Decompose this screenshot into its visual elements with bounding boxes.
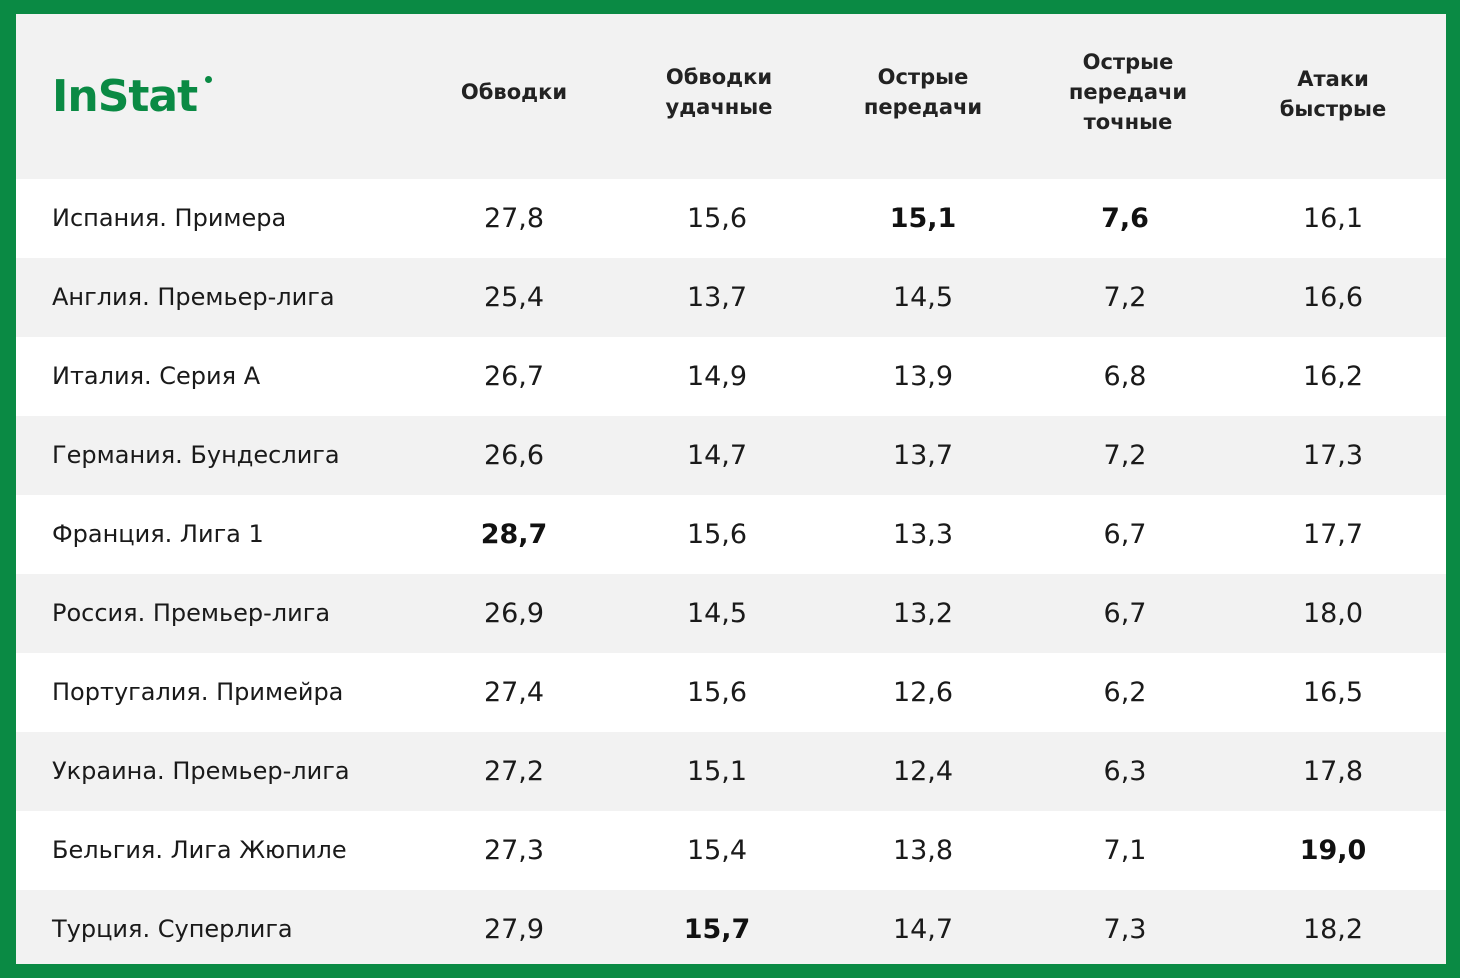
cell-successful-dribbles: 14,9 (686, 361, 748, 392)
cell-dribbles: 28,7 (480, 519, 548, 550)
table-row: Франция. Лига 1 28,7 15,6 13,3 6,7 17,7 (16, 495, 1446, 574)
cell-dribbles: 26,9 (483, 598, 545, 629)
cell-dribbles: 27,4 (483, 677, 545, 708)
cell-fast-attacks: 17,7 (1302, 519, 1364, 550)
instat-logo: InStat (52, 71, 198, 122)
league-name: Украина. Премьер-лига (52, 757, 350, 785)
column-header-successful-dribbles: Обводки удачные (665, 65, 773, 119)
cell-fast-attacks: 18,2 (1302, 914, 1364, 945)
cell-key-passes: 13,8 (892, 835, 954, 866)
cell-key-passes: 13,3 (892, 519, 954, 550)
cell-successful-dribbles: 15,4 (686, 835, 748, 866)
cell-fast-attacks: 19,0 (1299, 835, 1367, 866)
column-header-accurate-key-passes: Острые передачи точные (1068, 50, 1188, 134)
column-header-key-passes: Острые передачи (863, 65, 983, 119)
cell-accurate-key-passes: 6,8 (1103, 361, 1147, 392)
cell-successful-dribbles: 15,6 (686, 519, 748, 550)
logo-dot-icon (205, 76, 212, 83)
cell-successful-dribbles: 13,7 (686, 282, 748, 313)
cell-successful-dribbles: 15,1 (686, 756, 748, 787)
league-name: Бельгия. Лига Жюпиле (52, 836, 347, 864)
cell-key-passes: 14,5 (892, 282, 954, 313)
cell-dribbles: 25,4 (483, 282, 545, 313)
league-name: Италия. Серия А (52, 362, 261, 390)
table-row: Россия. Премьер-лига 26,9 14,5 13,2 6,7 18,0 (16, 574, 1446, 653)
table-row: Италия. Серия А 26,7 14,9 13,9 6,8 16,2 (16, 337, 1446, 416)
cell-accurate-key-passes: 6,7 (1103, 519, 1147, 550)
table-header: InStat Обводки Обводки удачные Острые пе… (16, 14, 1446, 179)
cell-dribbles: 27,2 (483, 756, 545, 787)
cell-fast-attacks: 16,1 (1302, 203, 1364, 234)
cell-accurate-key-passes: 6,3 (1103, 756, 1147, 787)
table-row: Англия. Премьер-лига 25,4 13,7 14,5 7,2 16,6 (16, 258, 1446, 337)
cell-accurate-key-passes: 7,2 (1103, 440, 1147, 471)
stats-table: InStat Обводки Обводки удачные Острые пе… (16, 14, 1446, 964)
table-row: Турция. Суперлига 27,9 15,7 14,7 7,3 18,2 (16, 890, 1446, 964)
cell-accurate-key-passes: 7,6 (1101, 203, 1149, 234)
cell-key-passes: 13,7 (892, 440, 954, 471)
cell-accurate-key-passes: 7,2 (1103, 282, 1147, 313)
cell-fast-attacks: 18,0 (1302, 598, 1364, 629)
league-name: Португалия. Примейра (52, 678, 344, 706)
league-name: Англия. Премьер-лига (52, 283, 335, 311)
cell-key-passes: 14,7 (892, 914, 954, 945)
cell-dribbles: 27,9 (483, 914, 545, 945)
cell-dribbles: 26,6 (483, 440, 545, 471)
column-header-fast-attacks: Атаки быстрые (1279, 67, 1387, 121)
cell-key-passes: 12,6 (892, 677, 954, 708)
table-row: Украина. Премьер-лига 27,2 15,1 12,4 6,3 17,8 (16, 732, 1446, 811)
cell-fast-attacks: 16,2 (1302, 361, 1364, 392)
cell-accurate-key-passes: 6,2 (1103, 677, 1147, 708)
cell-fast-attacks: 16,5 (1302, 677, 1364, 708)
cell-accurate-key-passes: 6,7 (1103, 598, 1147, 629)
league-name: Турция. Суперлига (52, 915, 293, 943)
cell-dribbles: 27,8 (483, 203, 545, 234)
cell-accurate-key-passes: 7,3 (1103, 914, 1147, 945)
table-row: Германия. Бундеслига 26,6 14,7 13,7 7,2 17,3 (16, 416, 1446, 495)
league-name: Россия. Премьер-лига (52, 599, 331, 627)
cell-successful-dribbles: 14,5 (686, 598, 748, 629)
cell-fast-attacks: 16,6 (1302, 282, 1364, 313)
table-row: Испания. Примера 27,8 15,6 15,1 7,6 16,1 (16, 179, 1446, 258)
cell-dribbles: 27,3 (483, 835, 545, 866)
cell-successful-dribbles: 15,6 (686, 203, 748, 234)
league-name: Франция. Лига 1 (52, 520, 264, 548)
cell-dribbles: 26,7 (483, 361, 545, 392)
cell-accurate-key-passes: 7,1 (1103, 835, 1147, 866)
column-header-dribbles: Обводки (460, 80, 568, 104)
cell-key-passes: 13,9 (892, 361, 954, 392)
cell-successful-dribbles: 15,7 (683, 914, 751, 945)
cell-fast-attacks: 17,8 (1302, 756, 1364, 787)
cell-fast-attacks: 17,3 (1302, 440, 1364, 471)
cell-key-passes: 12,4 (892, 756, 954, 787)
league-name: Испания. Примера (52, 204, 287, 232)
cell-key-passes: 15,1 (889, 203, 957, 234)
table-row: Португалия. Примейра 27,4 15,6 12,6 6,2 16,5 (16, 653, 1446, 732)
cell-key-passes: 13,2 (892, 598, 954, 629)
cell-successful-dribbles: 15,6 (686, 677, 748, 708)
cell-successful-dribbles: 14,7 (686, 440, 748, 471)
league-name: Германия. Бундеслига (52, 441, 340, 469)
table-row: Бельгия. Лига Жюпиле 27,3 15,4 13,8 7,1 19,0 (16, 811, 1446, 890)
